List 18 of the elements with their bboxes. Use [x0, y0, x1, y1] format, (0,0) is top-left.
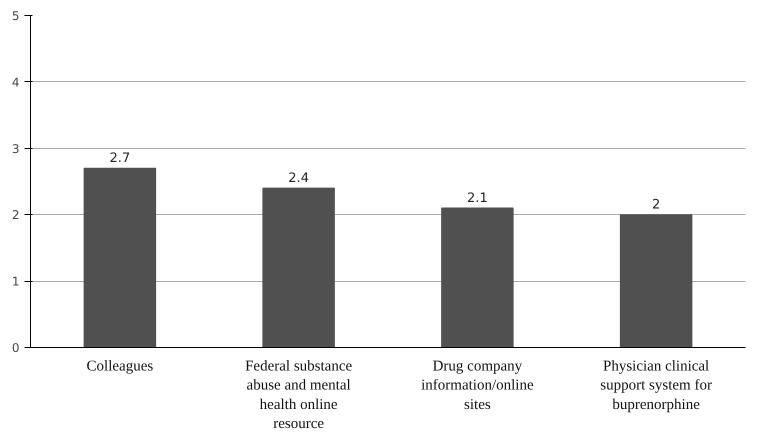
y-tick-label: 3	[12, 142, 20, 156]
x-tick-label: Colleagues	[86, 358, 154, 374]
bar	[441, 208, 514, 348]
y-tick-label: 1	[12, 274, 20, 289]
x-tick-label: Federal substance abuse and mental health online resource	[245, 358, 352, 432]
data-label: 2.1	[467, 191, 488, 206]
x-tick-label: Physician clinical support system for buprenorphine	[600, 358, 712, 413]
bar	[84, 168, 156, 348]
y-tick-label: 5	[12, 9, 20, 23]
data-label: 2	[652, 198, 660, 213]
y-tick-label: 2	[12, 208, 20, 222]
bar	[620, 214, 692, 348]
y-tick-label: 0	[12, 341, 20, 355]
y-tick-label: 4	[12, 75, 20, 90]
x-tick-label: Drug company information/online sites	[421, 358, 534, 413]
data-label: 2.7	[110, 151, 130, 166]
bar	[262, 188, 335, 348]
data-label: 2.4	[288, 171, 309, 186]
